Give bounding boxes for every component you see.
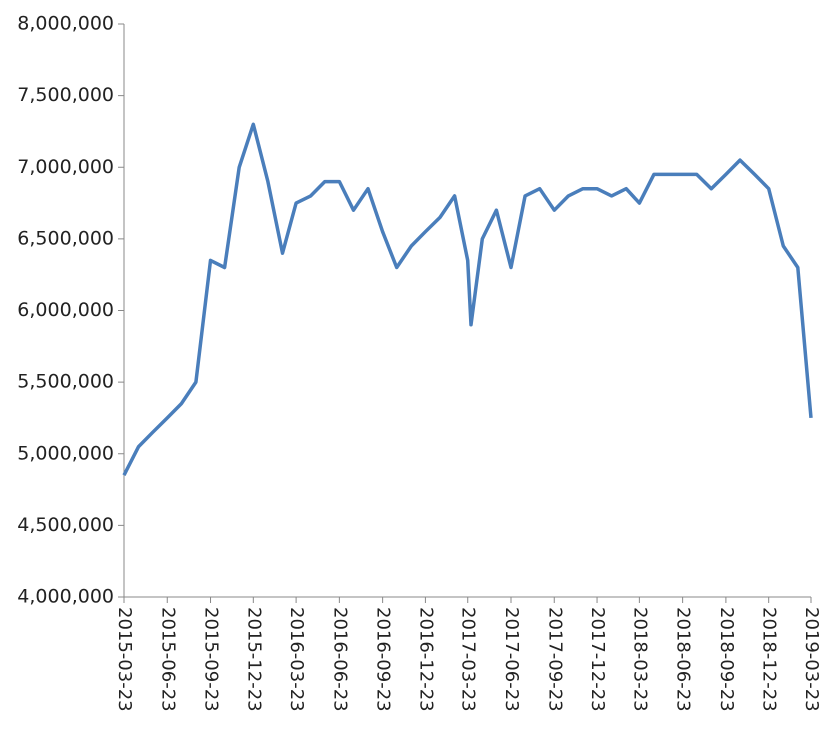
x-tick-label: 2015-06-23 — [157, 607, 178, 712]
x-tick-label: 2015-12-23 — [243, 607, 264, 712]
y-tick-label: 7,500,000 — [17, 84, 114, 106]
x-tick-label: 2015-03-23 — [114, 607, 135, 712]
x-tick-label: 2017-09-23 — [544, 607, 565, 712]
y-tick-label: 4,000,000 — [17, 586, 114, 608]
x-tick-label: 2016-12-23 — [415, 607, 436, 712]
x-tick-label: 2018-09-23 — [716, 607, 737, 712]
x-tick-label: 2018-12-23 — [759, 607, 780, 712]
x-tick-label: 2015-09-23 — [201, 607, 222, 712]
y-tick-label: 5,500,000 — [17, 371, 114, 393]
x-tick-label: 2016-06-23 — [329, 607, 350, 712]
line — [122, 122, 813, 476]
x-tick-label: 2016-09-23 — [373, 607, 394, 712]
x-tick-label: 2018-03-23 — [629, 607, 650, 712]
y-tick-label: 6,500,000 — [17, 227, 114, 249]
x-tick-label: 2019-03-23 — [801, 607, 819, 712]
y-tick-label: 4,500,000 — [17, 514, 114, 536]
x-tick-label: 2016-03-23 — [286, 607, 307, 712]
x-tick-label: 2017-06-23 — [501, 607, 522, 712]
y-tick-label: 5,000,000 — [17, 442, 114, 464]
y-tick-label: 8,000,000 — [17, 13, 114, 35]
y-tick-label: 7,000,000 — [17, 156, 114, 178]
x-tick-label: 2018-06-23 — [673, 607, 694, 712]
x-tick-label: 2017-03-23 — [458, 607, 479, 712]
x-tick-label: 2017-12-23 — [587, 607, 608, 712]
y-tick-label: 6,000,000 — [17, 299, 114, 321]
